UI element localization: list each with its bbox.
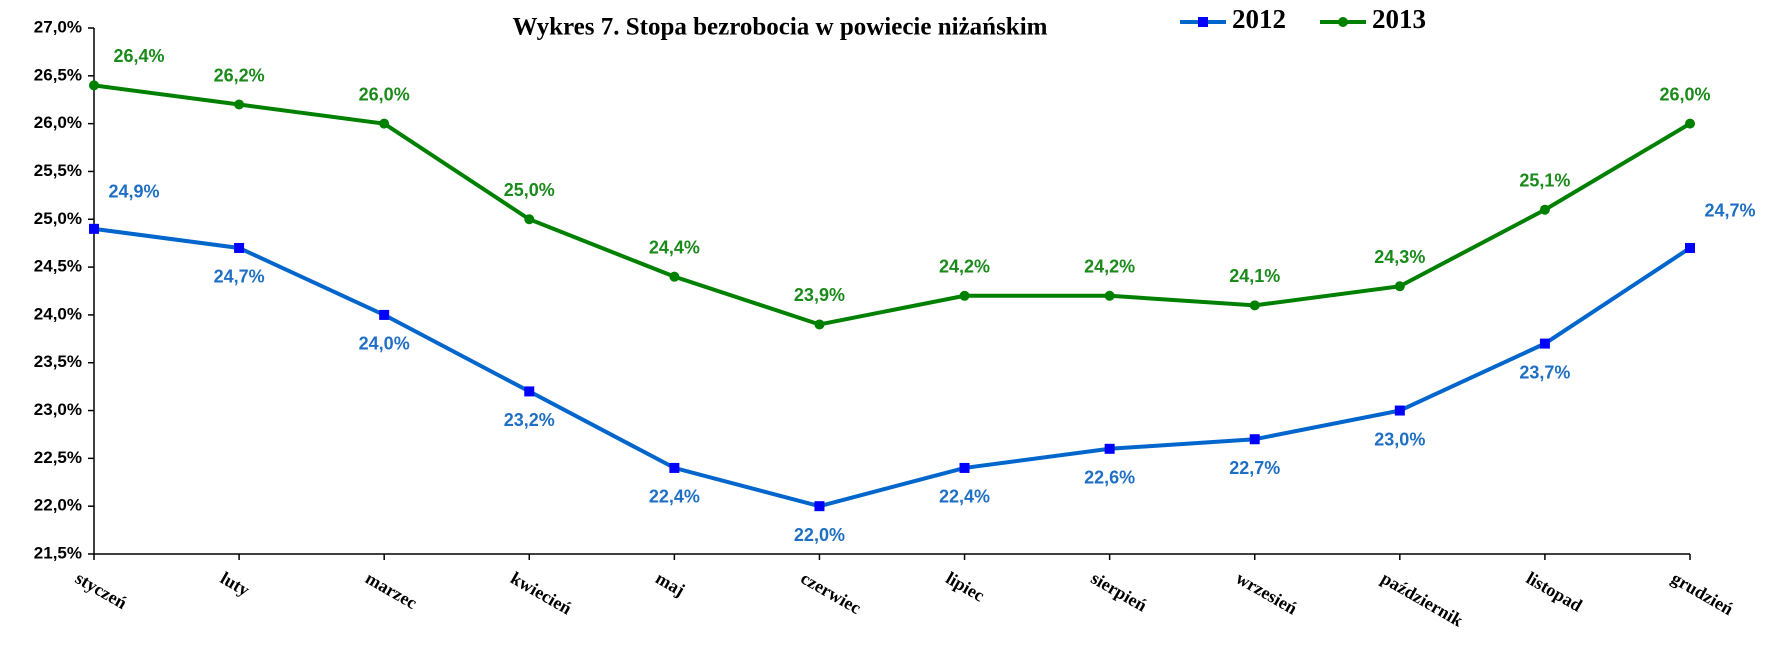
y-tick-label: 24,0% — [34, 304, 82, 323]
marker — [1249, 300, 1260, 311]
marker — [1539, 204, 1550, 215]
x-tick-label: wrzesień — [1233, 568, 1301, 619]
y-tick-label: 23,0% — [34, 400, 82, 419]
y-tick-label: 22,5% — [34, 448, 82, 467]
x-tick-label: luty — [217, 568, 253, 600]
data-label: 24,0% — [359, 334, 410, 354]
x-tick-label: czerwiec — [797, 568, 864, 618]
marker — [1685, 118, 1695, 129]
data-label: 24,4% — [649, 237, 700, 257]
marker — [89, 80, 99, 91]
data-label: 24,7% — [214, 267, 265, 287]
y-tick-label: 26,5% — [34, 65, 82, 84]
chart-title: Wykres 7. Stopa bezrobocia w powiecie ni… — [513, 14, 1048, 41]
marker — [1104, 290, 1115, 301]
data-label: 25,1% — [1519, 170, 1570, 190]
data-label: 23,0% — [1374, 429, 1425, 449]
data-label: 22,0% — [794, 525, 845, 545]
data-label: 22,7% — [1229, 458, 1280, 478]
marker — [89, 223, 99, 234]
legend-marker — [1198, 17, 1208, 27]
data-label: 26,0% — [359, 84, 410, 104]
marker — [234, 242, 245, 253]
data-label: 22,4% — [939, 487, 990, 507]
marker — [959, 290, 970, 301]
y-tick-label: 26,0% — [34, 113, 82, 132]
marker — [524, 214, 535, 225]
data-label: 24,7% — [1704, 201, 1755, 221]
data-label: 24,2% — [939, 257, 990, 277]
y-tick-label: 24,5% — [34, 257, 82, 276]
data-label: 26,0% — [1659, 84, 1710, 104]
marker — [234, 99, 245, 110]
x-tick-label: listopad — [1523, 568, 1586, 616]
legend-label: 2012 — [1232, 4, 1286, 34]
x-tick-label: lipiec — [942, 568, 988, 606]
data-label: 26,2% — [214, 65, 265, 85]
marker — [814, 319, 825, 330]
data-label: 24,3% — [1374, 247, 1425, 267]
marker — [1394, 281, 1405, 292]
marker — [669, 271, 680, 282]
marker — [959, 462, 970, 473]
marker — [669, 462, 680, 473]
x-tick-label: kwiecień — [507, 568, 575, 619]
x-tick-label: sierpień — [1088, 568, 1151, 616]
x-tick-label: styczeń — [72, 568, 130, 613]
y-tick-label: 25,5% — [34, 161, 82, 180]
x-tick-label: październik — [1378, 568, 1467, 631]
legend-label: 2013 — [1372, 4, 1426, 34]
data-label: 24,2% — [1084, 257, 1135, 277]
y-tick-label: 22,0% — [34, 496, 82, 515]
marker — [524, 386, 535, 397]
marker — [1539, 338, 1550, 349]
data-label: 23,2% — [504, 410, 555, 430]
marker — [379, 118, 390, 129]
data-label: 23,7% — [1519, 362, 1570, 382]
y-tick-label: 27,0% — [34, 17, 82, 36]
marker — [1394, 405, 1405, 416]
y-tick-label: 25,0% — [34, 209, 82, 228]
data-label: 24,9% — [108, 182, 159, 202]
legend-marker — [1338, 17, 1348, 27]
x-tick-label: marzec — [362, 568, 420, 613]
data-label: 23,9% — [794, 285, 845, 305]
data-label: 22,4% — [649, 487, 700, 507]
marker — [1685, 242, 1695, 253]
series-line — [93, 226, 1692, 509]
marker — [379, 309, 390, 320]
x-tick-label: grudzień — [1668, 568, 1737, 619]
marker — [1249, 434, 1260, 445]
data-label: 26,4% — [113, 46, 164, 66]
data-label: 25,0% — [504, 180, 555, 200]
data-label: 22,6% — [1084, 468, 1135, 488]
marker — [1104, 443, 1115, 454]
marker — [814, 501, 825, 512]
series-line — [93, 83, 1692, 327]
y-tick-label: 23,5% — [34, 352, 82, 371]
data-label: 24,1% — [1229, 266, 1280, 286]
x-tick-label: maj — [652, 568, 688, 600]
y-tick-label: 21,5% — [34, 543, 82, 562]
